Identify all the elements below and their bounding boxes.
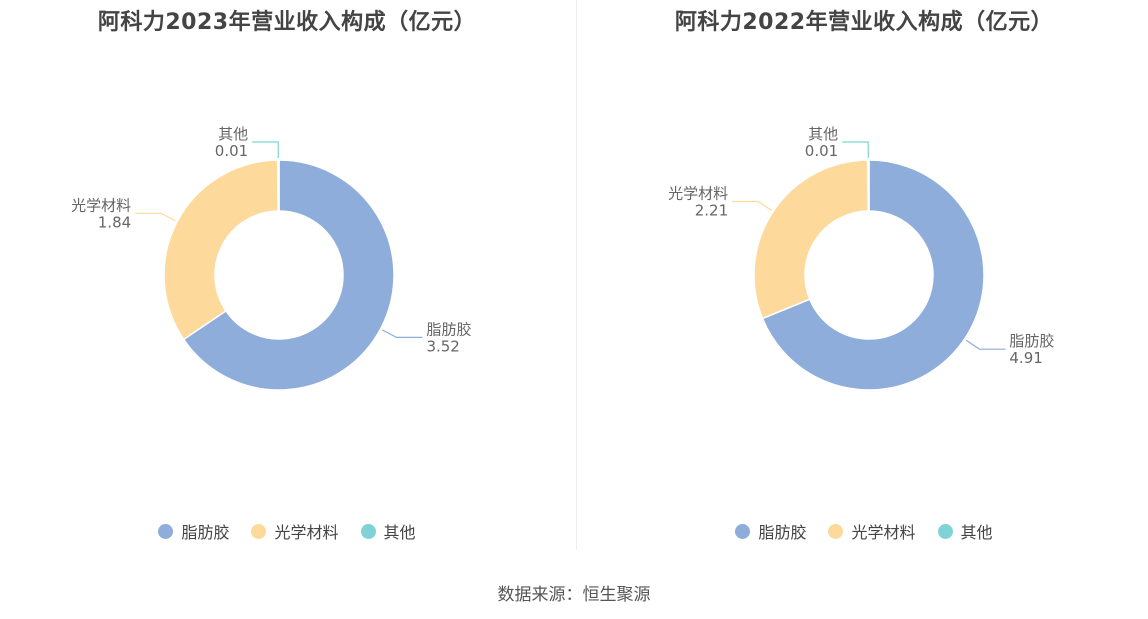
chart-panel-2022: 阿科力2022年营业收入构成（亿元） 脂肪胶 4.91 光学材料 2.21 其他 0.01… — [577, 0, 1148, 560]
slice-label-value: 0.01 — [215, 142, 248, 160]
label-leader-line — [135, 212, 176, 222]
legend-item-qita[interactable]: 其他 — [937, 519, 993, 543]
slice-label-category: 光学材料 — [71, 196, 131, 214]
chart-title: 阿科力2022年营业收入构成（亿元） — [674, 10, 1054, 35]
label-leader-line — [965, 339, 1006, 350]
legend-swatch — [251, 523, 267, 539]
legend-label: 光学材料 — [851, 523, 916, 542]
legend-swatch — [360, 523, 376, 539]
panel-divider — [576, 0, 577, 550]
legend-swatch — [158, 523, 174, 539]
legend: 脂肪胶 光学材料 其他 — [0, 519, 574, 543]
slice-label-category: 其他 — [808, 125, 838, 143]
legend-item-zhifangjiao[interactable]: 脂肪胶 — [158, 519, 229, 543]
legend-item-qita[interactable]: 其他 — [360, 519, 416, 543]
donut-slice-2[interactable] — [276, 159, 280, 212]
legend-label: 其他 — [960, 523, 993, 542]
slice-label-category: 脂肪胶 — [426, 320, 471, 338]
legend-item-guangxue[interactable]: 光学材料 — [251, 519, 339, 543]
label-leader-line — [842, 141, 869, 159]
legend-label: 其他 — [383, 523, 416, 542]
slice-label-value: 0.01 — [805, 142, 838, 160]
data-source-note: 数据来源：恒生聚源 — [497, 585, 651, 605]
chart-title: 阿科力2023年营业收入构成（亿元） — [97, 10, 477, 35]
legend-swatch — [735, 523, 751, 539]
legend-item-guangxue[interactable]: 光学材料 — [828, 519, 916, 543]
slice-label-category: 其他 — [218, 125, 248, 143]
donut-slice-0[interactable] — [182, 159, 395, 391]
legend-label: 脂肪胶 — [758, 523, 807, 542]
slice-label-value: 3.52 — [426, 337, 459, 355]
legend-label: 脂肪胶 — [181, 523, 230, 542]
donut-slice-1[interactable] — [163, 159, 279, 341]
legend-swatch — [828, 523, 844, 539]
donut-slice-1[interactable] — [753, 159, 869, 320]
label-leader-line — [252, 141, 279, 159]
slice-label-value: 1.84 — [98, 213, 131, 231]
donut-slice-2[interactable] — [866, 159, 870, 212]
label-leader-line — [382, 329, 423, 339]
label-leader-line — [732, 200, 772, 211]
chart-panel-2023: 阿科力2023年营业收入构成（亿元） 脂肪胶 3.52 光学材料 1.84 其他 0.01… — [0, 0, 574, 560]
slice-label-value: 4.91 — [1009, 349, 1042, 367]
slice-label-category: 光学材料 — [668, 184, 728, 202]
legend-item-zhifangjiao[interactable]: 脂肪胶 — [735, 519, 806, 543]
slice-label-value: 2.21 — [695, 201, 728, 219]
slice-label-category: 脂肪胶 — [1009, 332, 1054, 350]
legend: 脂肪胶 光学材料 其他 — [577, 519, 1148, 543]
legend-swatch — [937, 523, 953, 539]
donut-slice-0[interactable] — [761, 159, 985, 391]
legend-label: 光学材料 — [274, 523, 339, 542]
